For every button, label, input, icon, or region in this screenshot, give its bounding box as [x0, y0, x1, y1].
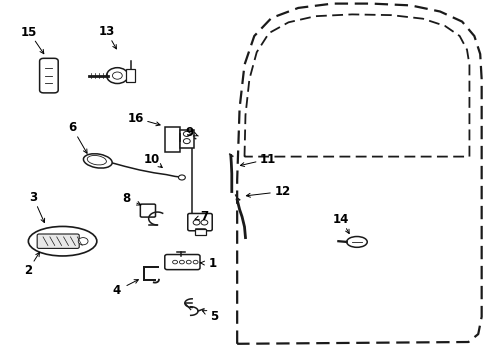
- Circle shape: [193, 260, 198, 264]
- FancyBboxPatch shape: [140, 204, 155, 217]
- Text: 4: 4: [112, 284, 120, 297]
- Circle shape: [179, 260, 184, 264]
- Text: 1: 1: [208, 257, 216, 270]
- Text: 11: 11: [259, 153, 276, 166]
- Text: 10: 10: [143, 153, 160, 166]
- Circle shape: [178, 175, 185, 180]
- Text: 3: 3: [29, 191, 37, 204]
- Text: 16: 16: [127, 112, 144, 125]
- Circle shape: [201, 220, 207, 225]
- Bar: [180, 130, 193, 148]
- Text: 13: 13: [98, 25, 115, 38]
- Bar: [165, 127, 180, 152]
- Circle shape: [188, 224, 195, 229]
- Circle shape: [172, 260, 177, 264]
- Text: 2: 2: [24, 264, 32, 276]
- Circle shape: [112, 72, 122, 79]
- Ellipse shape: [28, 226, 97, 256]
- Circle shape: [78, 238, 88, 245]
- Circle shape: [183, 139, 190, 144]
- Text: 7: 7: [200, 210, 208, 222]
- Ellipse shape: [83, 154, 112, 168]
- Text: 5: 5: [210, 310, 218, 323]
- Ellipse shape: [87, 156, 106, 165]
- Circle shape: [106, 68, 128, 84]
- FancyBboxPatch shape: [187, 213, 212, 231]
- Text: 12: 12: [274, 185, 290, 198]
- Circle shape: [186, 260, 191, 264]
- Circle shape: [183, 131, 190, 136]
- Bar: [126, 69, 135, 82]
- FancyBboxPatch shape: [164, 255, 200, 270]
- Ellipse shape: [346, 237, 366, 247]
- FancyBboxPatch shape: [40, 58, 58, 93]
- Bar: [194, 229, 206, 235]
- Text: 15: 15: [21, 26, 38, 39]
- Text: 9: 9: [185, 126, 193, 139]
- FancyBboxPatch shape: [37, 234, 79, 248]
- Circle shape: [193, 220, 200, 225]
- Text: 14: 14: [332, 213, 349, 226]
- Text: 6: 6: [68, 121, 76, 134]
- Text: 8: 8: [122, 192, 130, 204]
